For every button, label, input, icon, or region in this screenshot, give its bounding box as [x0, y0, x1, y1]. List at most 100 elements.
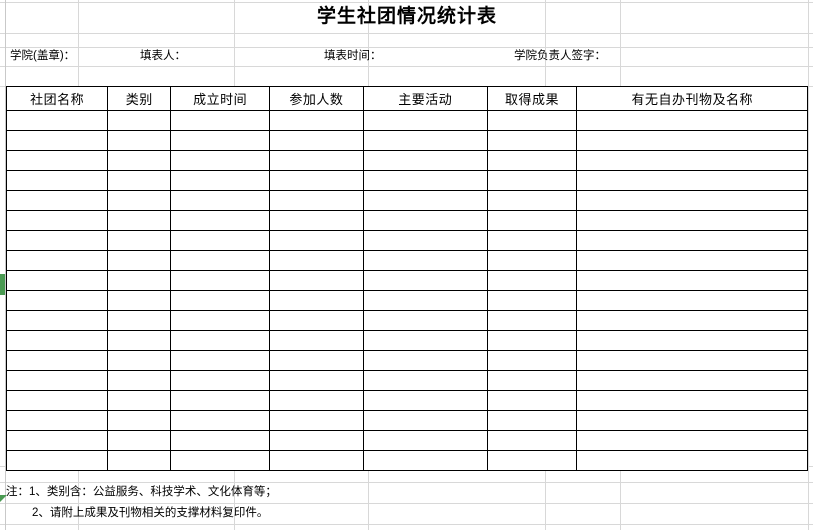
table-cell[interactable] [486, 150, 578, 171]
table-cell[interactable] [107, 370, 172, 391]
table-cell[interactable] [576, 250, 808, 271]
table-cell[interactable] [170, 450, 270, 471]
table-cell[interactable] [362, 230, 488, 251]
table-cell[interactable] [107, 190, 172, 211]
table-cell[interactable] [576, 410, 808, 431]
table-cell[interactable] [486, 290, 578, 311]
table-cell[interactable] [5, 390, 109, 411]
table-cell[interactable] [170, 370, 270, 391]
table-cell[interactable] [486, 110, 578, 131]
table-cell[interactable] [268, 330, 364, 351]
column-header-0[interactable]: 社团名称 [5, 86, 109, 111]
table-cell[interactable] [5, 110, 109, 131]
table-cell[interactable] [107, 430, 172, 451]
table-cell[interactable] [362, 370, 488, 391]
table-cell[interactable] [107, 210, 172, 231]
table-cell[interactable] [5, 290, 109, 311]
table-cell[interactable] [486, 310, 578, 331]
table-cell[interactable] [5, 310, 109, 331]
table-cell[interactable] [268, 410, 364, 431]
table-cell[interactable] [5, 430, 109, 451]
table-cell[interactable] [486, 410, 578, 431]
table-cell[interactable] [107, 350, 172, 371]
table-cell[interactable] [170, 250, 270, 271]
table-cell[interactable] [268, 310, 364, 331]
table-cell[interactable] [362, 430, 488, 451]
table-cell[interactable] [5, 370, 109, 391]
table-cell[interactable] [486, 270, 578, 291]
table-cell[interactable] [5, 330, 109, 351]
table-cell[interactable] [5, 130, 109, 151]
table-cell[interactable] [170, 330, 270, 351]
table-cell[interactable] [170, 430, 270, 451]
table-cell[interactable] [576, 330, 808, 351]
table-cell[interactable] [362, 450, 488, 471]
form-meta-label-0[interactable]: 学院(盖章)： [10, 50, 76, 62]
table-cell[interactable] [107, 170, 172, 191]
table-cell[interactable] [5, 450, 109, 471]
table-cell[interactable] [576, 310, 808, 331]
table-cell[interactable] [268, 130, 364, 151]
table-cell[interactable] [576, 290, 808, 311]
table-cell[interactable] [170, 170, 270, 191]
table-cell[interactable] [170, 350, 270, 371]
form-meta-label-2[interactable]: 填表时间： [324, 50, 382, 62]
table-cell[interactable] [268, 290, 364, 311]
table-cell[interactable] [268, 370, 364, 391]
column-header-3[interactable]: 参加人数 [268, 86, 364, 111]
table-cell[interactable] [362, 270, 488, 291]
table-cell[interactable] [362, 190, 488, 211]
table-cell[interactable] [107, 250, 172, 271]
table-cell[interactable] [170, 190, 270, 211]
column-header-1[interactable]: 类别 [107, 86, 172, 111]
table-cell[interactable] [362, 350, 488, 371]
table-cell[interactable] [268, 450, 364, 471]
table-cell[interactable] [486, 350, 578, 371]
table-cell[interactable] [576, 370, 808, 391]
table-cell[interactable] [107, 150, 172, 171]
column-header-6[interactable]: 有无自办刊物及名称 [576, 86, 808, 111]
column-header-4[interactable]: 主要活动 [362, 86, 488, 111]
table-cell[interactable] [5, 270, 109, 291]
table-cell[interactable] [576, 270, 808, 291]
table-cell[interactable] [576, 450, 808, 471]
form-meta-label-1[interactable]: 填表人： [140, 50, 186, 62]
table-cell[interactable] [362, 150, 488, 171]
table-cell[interactable] [486, 330, 578, 351]
table-cell[interactable] [107, 450, 172, 471]
table-cell[interactable] [576, 190, 808, 211]
table-cell[interactable] [170, 390, 270, 411]
table-cell[interactable] [5, 210, 109, 231]
column-header-5[interactable]: 取得成果 [486, 86, 578, 111]
table-cell[interactable] [576, 350, 808, 371]
table-cell[interactable] [170, 110, 270, 131]
table-cell[interactable] [486, 170, 578, 191]
table-cell[interactable] [268, 250, 364, 271]
table-cell[interactable] [362, 310, 488, 331]
table-cell[interactable] [170, 270, 270, 291]
table-cell[interactable] [107, 290, 172, 311]
table-cell[interactable] [268, 210, 364, 231]
table-cell[interactable] [107, 130, 172, 151]
table-cell[interactable] [576, 110, 808, 131]
table-cell[interactable] [576, 230, 808, 251]
table-cell[interactable] [170, 150, 270, 171]
table-cell[interactable] [268, 390, 364, 411]
table-cell[interactable] [268, 170, 364, 191]
table-cell[interactable] [5, 170, 109, 191]
table-cell[interactable] [362, 130, 488, 151]
table-cell[interactable] [5, 150, 109, 171]
form-meta-label-3[interactable]: 学院负责人签字： [514, 50, 606, 62]
table-cell[interactable] [362, 290, 488, 311]
table-cell[interactable] [576, 170, 808, 191]
table-cell[interactable] [576, 210, 808, 231]
table-cell[interactable] [170, 210, 270, 231]
table-cell[interactable] [362, 250, 488, 271]
table-cell[interactable] [576, 150, 808, 171]
table-cell[interactable] [107, 110, 172, 131]
table-cell[interactable] [170, 410, 270, 431]
table-cell[interactable] [5, 250, 109, 271]
table-cell[interactable] [486, 230, 578, 251]
table-cell[interactable] [268, 190, 364, 211]
table-cell[interactable] [362, 410, 488, 431]
